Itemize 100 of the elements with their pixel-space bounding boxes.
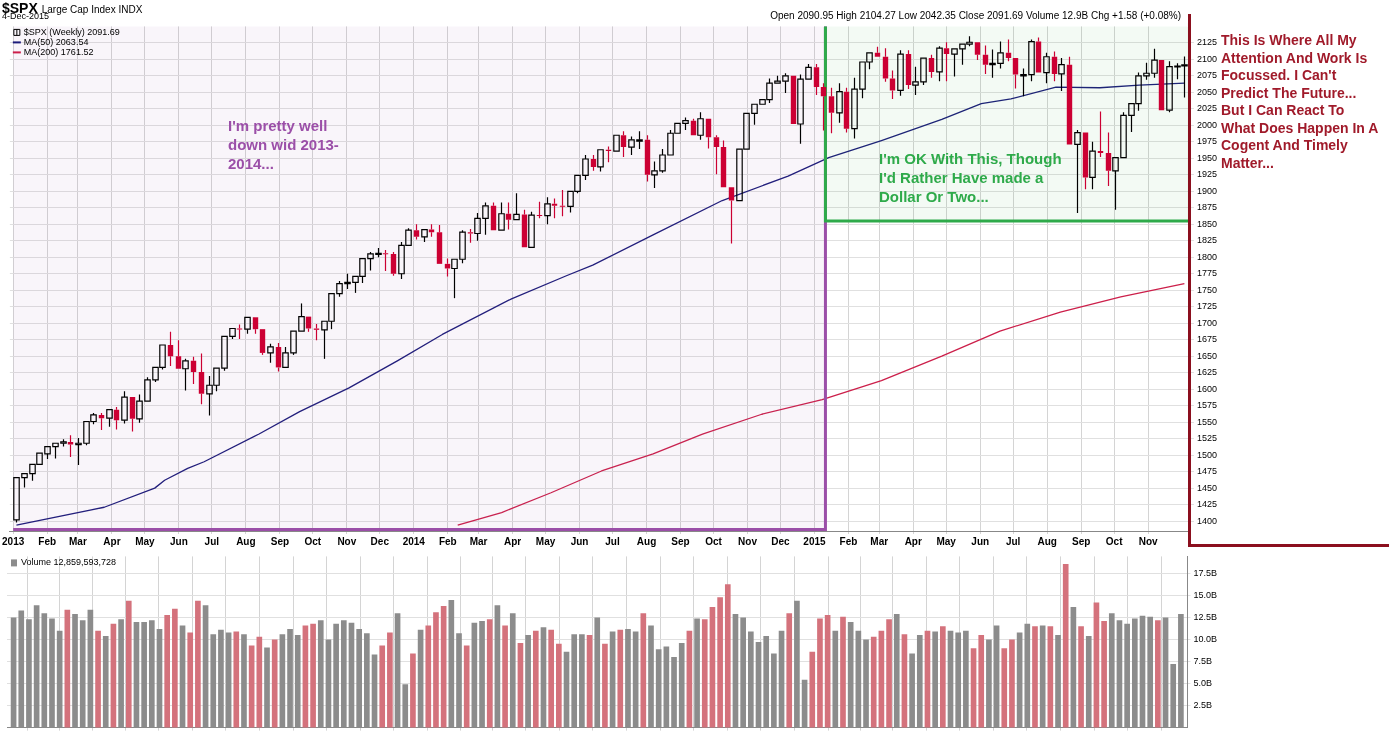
bar [287, 628, 293, 728]
x-tick-label: May [936, 535, 957, 547]
x-tick-label: Jul [204, 535, 220, 547]
bar [1032, 626, 1038, 728]
candlestick [820, 82, 827, 132]
candlestick [1089, 141, 1096, 190]
y-tick-label: 1925 [1196, 169, 1218, 180]
y-tick-label: 1675 [1196, 334, 1218, 345]
y-tick-label: 1700 [1196, 317, 1218, 328]
bar [402, 684, 409, 728]
x-tick-label: Jun [170, 535, 188, 547]
bar [333, 623, 339, 728]
bar [364, 633, 370, 728]
x-tick-label: May [535, 535, 556, 547]
bar [771, 653, 777, 728]
bar [141, 621, 147, 728]
bar [1155, 620, 1161, 728]
bar [786, 613, 793, 728]
x-tick-label: Apr [103, 535, 121, 547]
y-tick-label: 1900 [1196, 185, 1218, 196]
candlestick [982, 44, 989, 75]
y-tick-label: 1425 [1196, 499, 1218, 510]
bar [556, 643, 562, 728]
bar [763, 635, 770, 728]
candlestick [198, 352, 205, 405]
y-tick-label: 1625 [1196, 367, 1218, 378]
bar [1062, 563, 1069, 728]
bar [1078, 626, 1084, 728]
text: This Is Where All My Attention And Work Is Focussed. I Can't Predict The Future... But I Can React To What Does Happen In A Cogent And Timely Matter... [1221, 32, 1379, 172]
y-tick-label: 15.0B [1193, 590, 1218, 601]
x-tick-label: Mar [870, 535, 889, 547]
y-tick-label: 2025 [1196, 103, 1218, 114]
bar [233, 631, 240, 728]
bar [932, 631, 938, 728]
candlestick [713, 134, 720, 175]
bar [847, 621, 854, 728]
x-tick-label: Sep [671, 535, 690, 547]
y-tick-label: 5.0B [1193, 678, 1212, 689]
bar [456, 633, 462, 728]
bar [832, 630, 839, 728]
bar [433, 612, 439, 728]
bar [893, 614, 900, 728]
bar [195, 600, 201, 728]
y-tick-label: 1575 [1196, 400, 1218, 411]
bar [1124, 623, 1130, 728]
bar [218, 629, 224, 728]
x-tick-label: Oct [1105, 535, 1124, 547]
y-tick-label: 7.5B [1193, 656, 1212, 667]
bar [95, 630, 101, 728]
bar [678, 642, 685, 728]
bar [863, 639, 869, 728]
bar [740, 617, 746, 728]
band-label: I'm OK With This, Though I'd Rather Have made a Dollar Or Two... [879, 150, 1063, 207]
candlestick [690, 118, 697, 136]
candlestick [505, 201, 512, 231]
candlestick [1105, 132, 1112, 187]
bar [840, 616, 846, 728]
y-tick-label: 1725 [1196, 301, 1218, 312]
x-tick-label: Oct [705, 535, 723, 547]
y-tick-label: 1550 [1196, 416, 1218, 427]
candlestick [559, 189, 566, 217]
bar [594, 617, 601, 728]
y-tick-label: 2000 [1196, 119, 1218, 130]
y-tick-label: 1750 [1196, 284, 1218, 295]
bar [794, 600, 800, 728]
bar [817, 618, 823, 728]
bar [463, 645, 470, 728]
bar [148, 620, 155, 728]
bar [509, 613, 516, 728]
bar [1024, 623, 1031, 728]
bar [909, 653, 915, 728]
x-tick-label: Nov [738, 535, 758, 547]
y-tick-label: 1600 [1196, 383, 1218, 394]
bar [125, 600, 132, 728]
x-tick-label: Jul [605, 535, 620, 547]
bar [1001, 648, 1008, 728]
bar [916, 635, 923, 728]
y-tick-label: 1950 [1196, 152, 1218, 163]
y-tick-label: 17.5B [1193, 568, 1218, 579]
bar [294, 635, 301, 728]
bar [172, 608, 178, 728]
bar [548, 629, 554, 728]
bar [602, 643, 608, 728]
x-tick-label: Apr [904, 535, 922, 547]
y-tick-label: 2100 [1196, 53, 1218, 64]
bar [118, 619, 124, 728]
bar [886, 619, 892, 728]
bar [724, 584, 731, 728]
bar [1170, 664, 1177, 728]
y-tick-label: 10.0B [1193, 634, 1218, 645]
x-tick-label: Dec [771, 535, 791, 547]
y-tick-label: 2.5B [1193, 700, 1212, 711]
bar [26, 619, 32, 728]
bar [640, 613, 647, 728]
bar [271, 639, 278, 728]
y-tick-label: 1875 [1196, 202, 1218, 213]
bar [940, 626, 946, 728]
bar [18, 610, 25, 728]
band-label: I'm pretty well down wid 2013-2014... [228, 117, 340, 174]
y-tick-label: 2050 [1196, 86, 1218, 97]
